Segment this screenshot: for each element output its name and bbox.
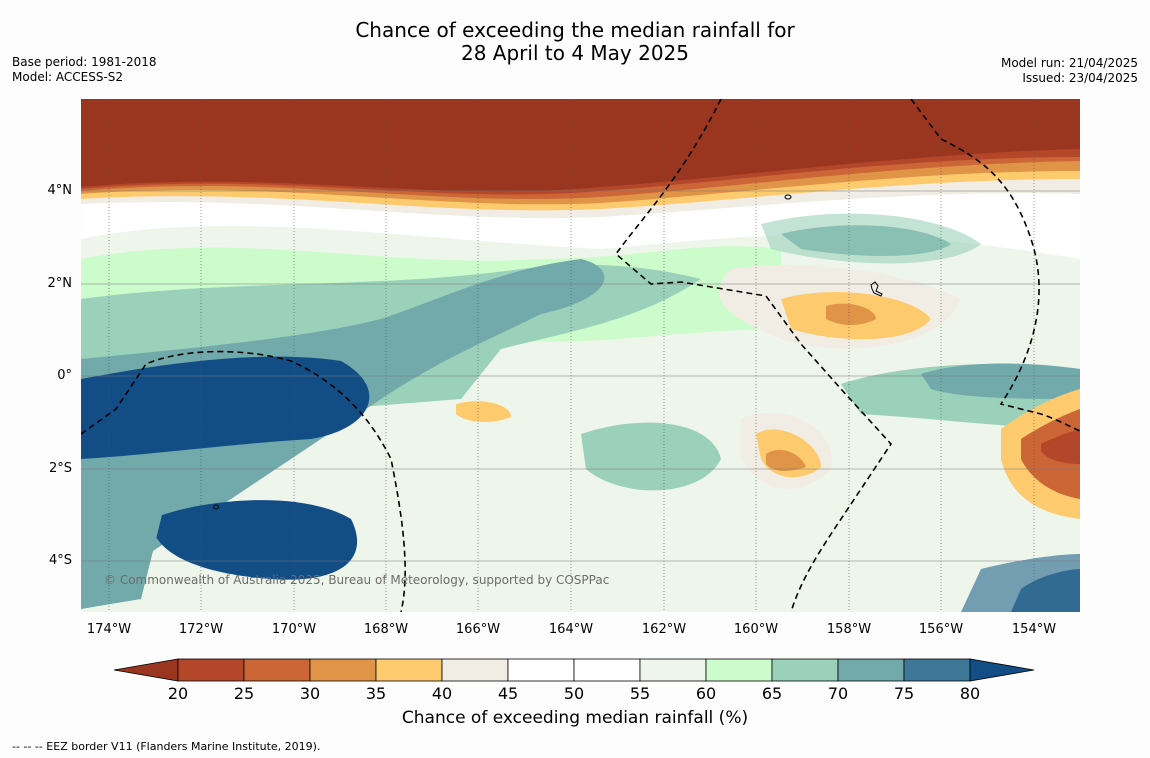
issued-date: Issued: 23/04/2025 <box>1022 71 1138 85</box>
colorbar-swatch <box>771 658 839 682</box>
title-line-2: 28 April to 4 May 2025 <box>461 41 689 65</box>
colorbar-tick: 25 <box>233 684 255 703</box>
zone-75-80-south <box>81 459 163 609</box>
colorbar-swatch <box>309 658 377 682</box>
colorbar-swatch <box>507 658 575 682</box>
rainfall-map <box>81 99 1080 612</box>
lon-label: 154°W <box>1011 622 1057 637</box>
lon-label: 174°W <box>86 622 132 637</box>
latitude-lines <box>81 190 1080 562</box>
colorbar-tick: 30 <box>299 684 321 703</box>
zone-below-20-north <box>81 99 1080 192</box>
lon-label: 166°W <box>455 622 501 637</box>
zone-70-75-center <box>581 422 721 491</box>
lon-label: 170°W <box>271 622 317 637</box>
lon-label: 162°W <box>641 622 687 637</box>
colorbar-tick: 60 <box>695 684 717 703</box>
lat-label: 2°S <box>48 461 72 476</box>
colorbar-tick: 80 <box>959 684 981 703</box>
map-title: Chance of exceeding the median rainfall … <box>0 19 1150 65</box>
lon-label: 160°W <box>733 622 779 637</box>
lon-label: 158°W <box>826 622 872 637</box>
colorbar-tick: 20 <box>167 684 189 703</box>
lat-label: 2°N <box>47 276 73 291</box>
base-period: Base period: 1981-2018 <box>12 55 157 69</box>
colorbar-swatch <box>375 658 443 682</box>
colorbar-swatch <box>243 658 311 682</box>
lat-label: 0° <box>57 368 72 383</box>
colorbar-tick: 50 <box>563 684 585 703</box>
zone-75-80-east-mid <box>921 363 1080 399</box>
colorbar-tick: 40 <box>431 684 453 703</box>
eez-footnote: -- -- -- EEZ border V11 (Flanders Marine… <box>12 740 321 753</box>
colorbar-label: Chance of exceeding median rainfall (%) <box>401 708 749 728</box>
eez-border <box>81 99 1080 612</box>
colorbar <box>113 658 1035 682</box>
lon-label: 156°W <box>918 622 964 637</box>
colorbar-tick: 65 <box>761 684 783 703</box>
lon-label: 168°W <box>363 622 409 637</box>
zone-30-35-south <box>766 449 806 471</box>
model-run: Model run: 21/04/2025 <box>1000 56 1138 70</box>
zone-80-plus <box>81 356 370 459</box>
colorbar-extend-high <box>969 658 1035 682</box>
colorbar-swatch <box>639 658 707 682</box>
lon-label: 172°W <box>178 622 224 637</box>
model-name: Model: ACCESS-S2 <box>12 70 124 84</box>
colorbar-swatch <box>177 658 245 682</box>
colorbar-tick: 70 <box>827 684 849 703</box>
copyright-notice: © Commonwealth of Australia 2025, Bureau… <box>104 573 610 587</box>
meta-left: Base period: 1981-2018 Model: ACCESS-S2 <box>12 55 157 85</box>
zone-80-plus-south <box>151 500 358 580</box>
lat-label: 4°S <box>48 553 72 568</box>
lon-label: 164°W <box>548 622 594 637</box>
colorbar-tick: 75 <box>893 684 915 703</box>
zone-75-80-se <box>961 554 1080 612</box>
colorbar-tick: 35 <box>365 684 387 703</box>
title-line-1: Chance of exceeding the median rainfall … <box>355 18 795 42</box>
colorbar-swatch <box>441 658 509 682</box>
zone-35-40-west <box>456 401 511 423</box>
colorbar-swatch <box>573 658 641 682</box>
meta-right: Model run: 21/04/2025 Issued: 23/04/2025 <box>1001 56 1138 86</box>
island-outlines <box>213 194 883 510</box>
colorbar-tick: 45 <box>497 684 519 703</box>
colorbar-tick: 55 <box>629 684 651 703</box>
colorbar-swatch <box>705 658 773 682</box>
colorbar-swatch <box>837 658 905 682</box>
lat-label: 4°N <box>47 183 73 198</box>
colorbar-extend-low <box>113 658 179 682</box>
zone-30-35-center <box>826 303 876 325</box>
zone-75-80 <box>81 259 605 599</box>
zone-70-75-east <box>761 213 981 264</box>
colorbar-swatch <box>903 658 971 682</box>
zone-25-30-east <box>1041 429 1080 464</box>
